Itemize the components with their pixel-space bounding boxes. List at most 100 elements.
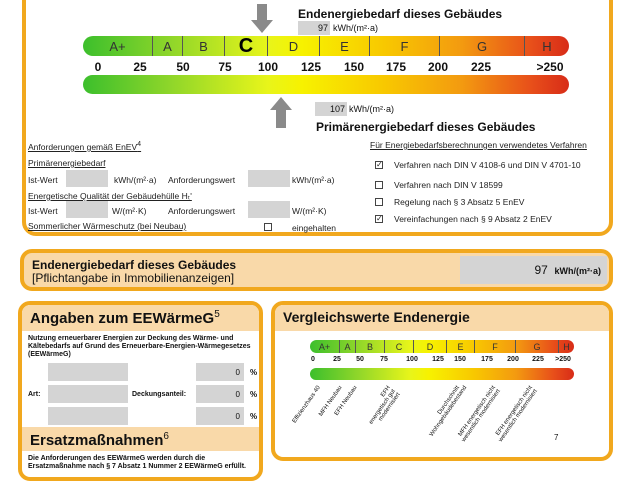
tick: 25 [333,356,341,363]
class-c: C [385,340,414,353]
class-h: H [542,38,552,54]
class-c-current: C [225,35,268,57]
primary-energy-title: Primärenergiebedarf dieses Gebäudes [316,120,536,134]
primary-anf-field[interactable] [248,170,290,187]
tick: 100 [406,356,418,363]
methods-section: Für Energiebedarfsberechnungen verwendet… [370,140,610,232]
primary-energy-value: 107 [315,102,347,116]
class-h: H [563,341,570,352]
tick: 50 [176,60,190,74]
class-f: F [475,340,516,353]
tick: 50 [356,356,364,363]
tick: >250 [555,356,571,363]
comparison-class-bar: A+ A B C D E F G H [310,340,574,353]
energy-summary-box [22,0,613,236]
tick: 150 [343,60,365,74]
end-energy-band: Endenergiebedarf dieses Gebäudes [Pflich… [20,249,613,291]
band-title: Endenergiebedarf dieses Gebäudes [32,258,237,272]
art-label: Art: [28,391,41,398]
reference-label: EFH energetisch gut modernisiert [368,385,402,426]
unit-label: W/(m²·K) [292,206,327,216]
hull-ist-field[interactable] [66,201,108,218]
share-value: 0 [235,390,240,399]
tick: 225 [470,60,492,74]
method-checkbox-checked[interactable]: ✓ [375,160,383,169]
share-field[interactable]: 0 [196,385,244,403]
band-unit: kWh/(m²·a) [554,266,602,276]
band-value: 97 [534,263,548,277]
primary-energy-bar [83,75,569,94]
class-b: B [356,340,385,353]
end-energy-value: 97 [298,21,330,35]
tick: 150 [454,356,466,363]
class-a-plus: A+ [310,340,340,353]
tick: 25 [133,60,147,74]
footnote-4: 4 [137,140,142,148]
summer-checkbox[interactable] [264,223,272,231]
comparison-panel: Vergleichswerte Endenergie A+ A B C D E … [271,301,613,461]
ist-label: Ist-Wert [28,175,58,185]
class-a: A [153,36,183,56]
art-field[interactable] [48,363,128,381]
comparison-ticks: 0 25 50 75 100 125 150 175 200 225 >250 [275,356,609,366]
unit-label: kWh/(m²·a) [292,175,335,185]
tick: 100 [257,60,279,74]
share-label: Deckungsanteil: [132,391,187,398]
share-field[interactable]: 0 [196,407,244,425]
method-checkbox[interactable] [375,198,383,206]
pct-label: % [250,390,258,399]
method-label: Verfahren nach DIN V 4108-6 und DIN V 47… [394,160,581,170]
tick: 0 [94,60,102,74]
anf-label: Anforderungswert [168,175,236,185]
class-d: D [268,36,320,56]
ersatz-header: Ersatzmaßnahmen6 [22,427,259,451]
pct-label: % [250,412,258,421]
end-energy-title: Endenergiebedarf dieses Gebäudes [298,7,503,21]
tick: 200 [507,356,519,363]
primary-energy-unit: kWh/(m²·a) [349,104,394,114]
art-field[interactable] [48,385,128,403]
class-g: G [516,340,559,353]
pct-label: % [250,368,258,377]
tick: 175 [385,60,407,74]
tick: 200 [427,60,449,74]
art-field[interactable] [48,407,128,425]
eewaermeg-description: Nutzung erneuerbarer Energien zur Deckun… [28,335,251,358]
ersatz-description: Die Anforderungen des EEWärmeG werden du… [28,455,246,470]
hull-anf-field[interactable] [248,201,290,218]
eewaermeg-title: Angaben zum EEWärmeG [30,310,215,327]
footnote-6: 6 [163,431,169,442]
band-subtitle: [Pflichtangabe in Immobilienanzeigen] [32,271,235,285]
method-checkbox-checked[interactable]: ✓ [375,214,383,223]
tick: 0 [311,356,315,363]
class-f: F [370,36,440,56]
class-e: E [320,36,370,56]
end-energy-arrow-head [251,20,273,33]
class-g: G [440,36,525,56]
tick: 75 [380,356,388,363]
methods-title: Für Energiebedarfsberechnungen verwendet… [370,140,587,150]
summer-label: Sommerlicher Wärmeschutz (bei Neubau) [28,221,187,231]
end-energy-number: 97 [317,23,328,33]
class-e: E [447,340,475,353]
method-label: Vereinfachungen nach § 9 Absatz 2 EnEV [394,214,552,224]
primary-ist-field[interactable] [66,170,108,187]
method-checkbox[interactable] [375,181,383,189]
requirements-title: Anforderungen gemäß EnEV [28,141,138,152]
primary-energy-arrow-icon [270,97,292,110]
band-value-box: 97 kWh/(m²·a) [460,256,607,284]
share-field[interactable]: 0 [196,363,244,381]
eewaermeg-panel: Angaben zum EEWärmeG5 Nutzung erneuerbar… [18,301,263,481]
share-value: 0 [235,368,240,377]
footnote-5: 5 [214,309,220,320]
tick: 225 [532,356,544,363]
tick: >250 [536,60,564,74]
requirements-section: Anforderungen gemäß EnEV4 Primärenergieb… [28,140,358,233]
method-label: Verfahren nach DIN V 18599 [394,180,503,190]
anf-label: Anforderungswert [168,206,236,216]
hull-label: Energetische Qualität der Gebäudehülle H… [28,191,192,201]
footnote-7: 7 [554,433,559,442]
class-a-plus: A+ [83,36,153,56]
class-b: B [183,36,225,56]
comparison-gradient-bar [310,368,574,380]
